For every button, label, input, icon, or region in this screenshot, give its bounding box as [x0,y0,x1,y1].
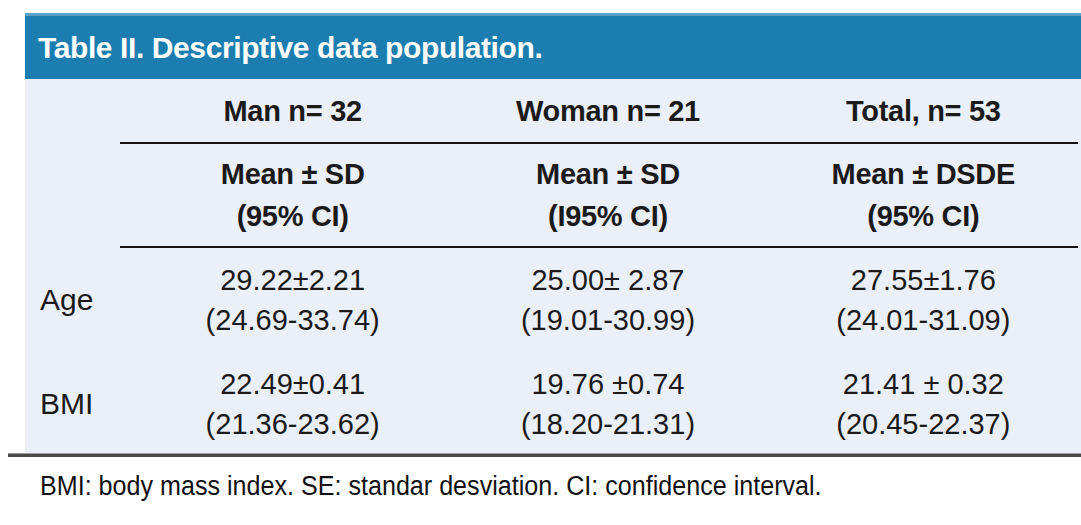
row-label-bmi: BMI [25,352,135,456]
cell-age-man-ci: (24.69-33.74) [135,300,450,340]
corner-spacer [25,79,135,143]
rule-table-bottom [8,454,1081,457]
cell-bmi-man: 22.49±0.41 (21.36-23.62) [135,352,450,456]
cell-age-woman-value: 25.00± 2.87 [450,260,765,300]
column-header-woman: Woman n= 21 [450,79,765,143]
subheader-total: Mean ± DSDE (95% CI) [766,143,1081,247]
cell-age-total-ci: (24.01-31.09) [766,300,1081,340]
table-footnote: BMI: body mass index. SE: standar desvia… [40,471,822,502]
cell-bmi-total-value: 21.41 ± 0.32 [766,364,1081,404]
cell-bmi-total: 21.41 ± 0.32 (20.45-22.37) [766,352,1081,456]
column-header-man: Man n= 32 [135,79,450,143]
subheader-woman: Mean ± SD (I95% CI) [450,143,765,247]
column-header-total: Total, n= 53 [766,79,1081,143]
cell-age-total-value: 27.55±1.76 [766,260,1081,300]
rule-under-column-headers [120,142,1078,144]
subheader-man-line2: (95% CI) [135,195,450,237]
subheader-woman-line2: (I95% CI) [450,195,765,237]
subheader-woman-line1: Mean ± SD [450,153,765,195]
rule-under-subheaders [120,246,1078,248]
cell-bmi-man-value: 22.49±0.41 [135,364,450,404]
cell-bmi-total-ci: (20.45-22.37) [766,404,1081,444]
subheader-spacer [25,143,135,247]
cell-age-total: 27.55±1.76 (24.01-31.09) [766,247,1081,352]
subheader-man-line1: Mean ± SD [135,153,450,195]
cell-age-man-value: 29.22±2.21 [135,260,450,300]
cell-bmi-man-ci: (21.36-23.62) [135,404,450,444]
cell-age-woman-ci: (19.01-30.99) [450,300,765,340]
table-title-bar: Table II. Descriptive data population. [25,13,1081,79]
table-title: Table II. Descriptive data population. [25,31,542,65]
subheader-man: Mean ± SD (95% CI) [135,143,450,247]
cell-age-woman: 25.00± 2.87 (19.01-30.99) [450,247,765,352]
cell-bmi-woman: 19.76 ±0.74 (18.20-21.31) [450,352,765,456]
row-label-age: Age [25,247,135,352]
subheader-total-line2: (95% CI) [766,195,1081,237]
cell-age-man: 29.22±2.21 (24.69-33.74) [135,247,450,352]
cell-bmi-woman-value: 19.76 ±0.74 [450,364,765,404]
subheader-total-line1: Mean ± DSDE [766,153,1081,195]
data-table: Man n= 32 Woman n= 21 Total, n= 53 Mean … [25,79,1081,456]
cell-bmi-woman-ci: (18.20-21.31) [450,404,765,444]
